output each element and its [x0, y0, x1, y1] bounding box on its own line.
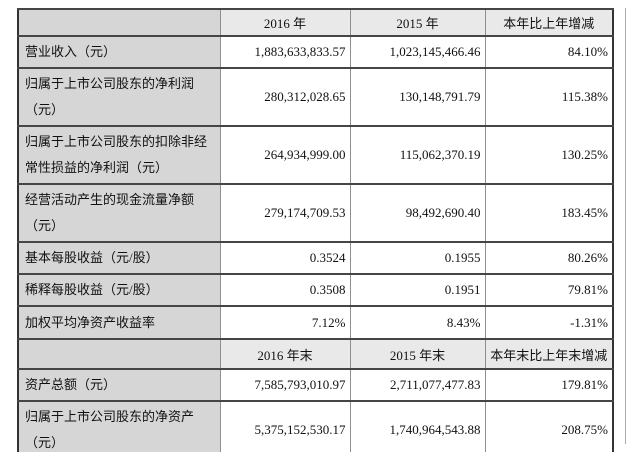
value-2016-cell: 1,883,633,833.57 [219, 35, 351, 69]
row-label-cell: 资产总额（元） [17, 368, 221, 402]
value-2015-cell: 0.1951 [349, 273, 486, 307]
year-header-2016: 2016 年 [219, 8, 351, 37]
row-label-cell: 基本每股收益（元/股） [17, 241, 221, 275]
change-cell: 183.45% [484, 183, 614, 243]
value-2016-cell: 264,934,999.00 [219, 125, 351, 185]
change-cell: 130.25% [484, 125, 614, 185]
row-label-cell: 加权平均净资产收益率 [17, 305, 221, 340]
value-2016-cell: 7.12% [219, 305, 351, 340]
table-row-total-assets: 资产总额（元） 7,585,793,010.97 2,711,077,477.8… [17, 368, 614, 402]
change-cell: 84.10% [484, 35, 614, 69]
year-end-header-2016: 2016 年末 [219, 338, 351, 370]
year-end-change-header: 本年末比上年末增减 [484, 338, 614, 370]
value-2015-cell: 1,740,964,543.88 [349, 400, 486, 452]
change-cell: 79.81% [484, 273, 614, 307]
value-2015-cell: 98,492,690.40 [349, 183, 486, 243]
change-cell: 80.26% [484, 241, 614, 275]
value-2016-cell: 0.3508 [219, 273, 351, 307]
table-row-operating-revenue: 营业收入（元） 1,883,633,833.57 1,023,145,466.4… [17, 35, 614, 69]
change-cell: 179.81% [484, 368, 614, 402]
table-header-row-year-end: 2016 年末 2015 年末 本年末比上年末增减 [17, 338, 614, 370]
year-header-2015: 2015 年 [349, 8, 486, 37]
table-header-row-annual: 2016 年 2015 年 本年比上年增减 [17, 8, 614, 37]
value-2016-cell: 0.3524 [219, 241, 351, 275]
table-row-net-profit: 归属于上市公司股东的净利润（元） 280,312,028.65 130,148,… [17, 67, 614, 127]
table-row-net-assets: 归属于上市公司股东的净资产（元） 5,375,152,530.17 1,740,… [17, 400, 614, 452]
value-2015-cell: 8.43% [349, 305, 486, 340]
value-2015-cell: 0.1955 [349, 241, 486, 275]
value-2016-cell: 7,585,793,010.97 [219, 368, 351, 402]
table-row-operating-cash-flow: 经营活动产生的现金流量净额（元） 279,174,709.53 98,492,6… [17, 183, 614, 243]
yoy-change-header: 本年比上年增减 [484, 8, 614, 37]
change-cell: 115.38% [484, 67, 614, 127]
value-2015-cell: 130,148,791.79 [349, 67, 486, 127]
header-blank-cell [17, 338, 221, 370]
value-2016-cell: 279,174,709.53 [219, 183, 351, 243]
row-label-cell: 稀释每股收益（元/股） [17, 273, 221, 307]
table-row-basic-eps: 基本每股收益（元/股） 0.3524 0.1955 80.26% [17, 241, 614, 275]
value-2016-cell: 280,312,028.65 [219, 67, 351, 127]
value-2016-cell: 5,375,152,530.17 [219, 400, 351, 452]
row-label-cell: 营业收入（元） [17, 35, 221, 69]
change-cell: -1.31% [484, 305, 614, 340]
table-row-weighted-avg-roe: 加权平均净资产收益率 7.12% 8.43% -1.31% [17, 305, 614, 340]
row-label-cell: 经营活动产生的现金流量净额（元） [17, 183, 221, 243]
table-row-net-profit-excl-nonrecurring: 归属于上市公司股东的扣除非经常性损益的净利润（元） 264,934,999.00… [17, 125, 614, 185]
value-2015-cell: 2,711,077,477.83 [349, 368, 486, 402]
value-2015-cell: 1,023,145,466.46 [349, 35, 486, 69]
page-edge-divider [625, 8, 626, 444]
header-blank-cell [17, 8, 221, 37]
year-end-header-2015: 2015 年末 [349, 338, 486, 370]
financial-summary-table: 2016 年 2015 年 本年比上年增减 营业收入（元） 1,883,633,… [17, 8, 614, 452]
value-2015-cell: 115,062,370.19 [349, 125, 486, 185]
change-cell: 208.75% [484, 400, 614, 452]
row-label-cell: 归属于上市公司股东的净利润（元） [17, 67, 221, 127]
financial-summary-table-wrap: 2016 年 2015 年 本年比上年增减 营业收入（元） 1,883,633,… [17, 8, 614, 452]
row-label-cell: 归属于上市公司股东的净资产（元） [17, 400, 221, 452]
table-row-diluted-eps: 稀释每股收益（元/股） 0.3508 0.1951 79.81% [17, 273, 614, 307]
row-label-cell: 归属于上市公司股东的扣除非经常性损益的净利润（元） [17, 125, 221, 185]
